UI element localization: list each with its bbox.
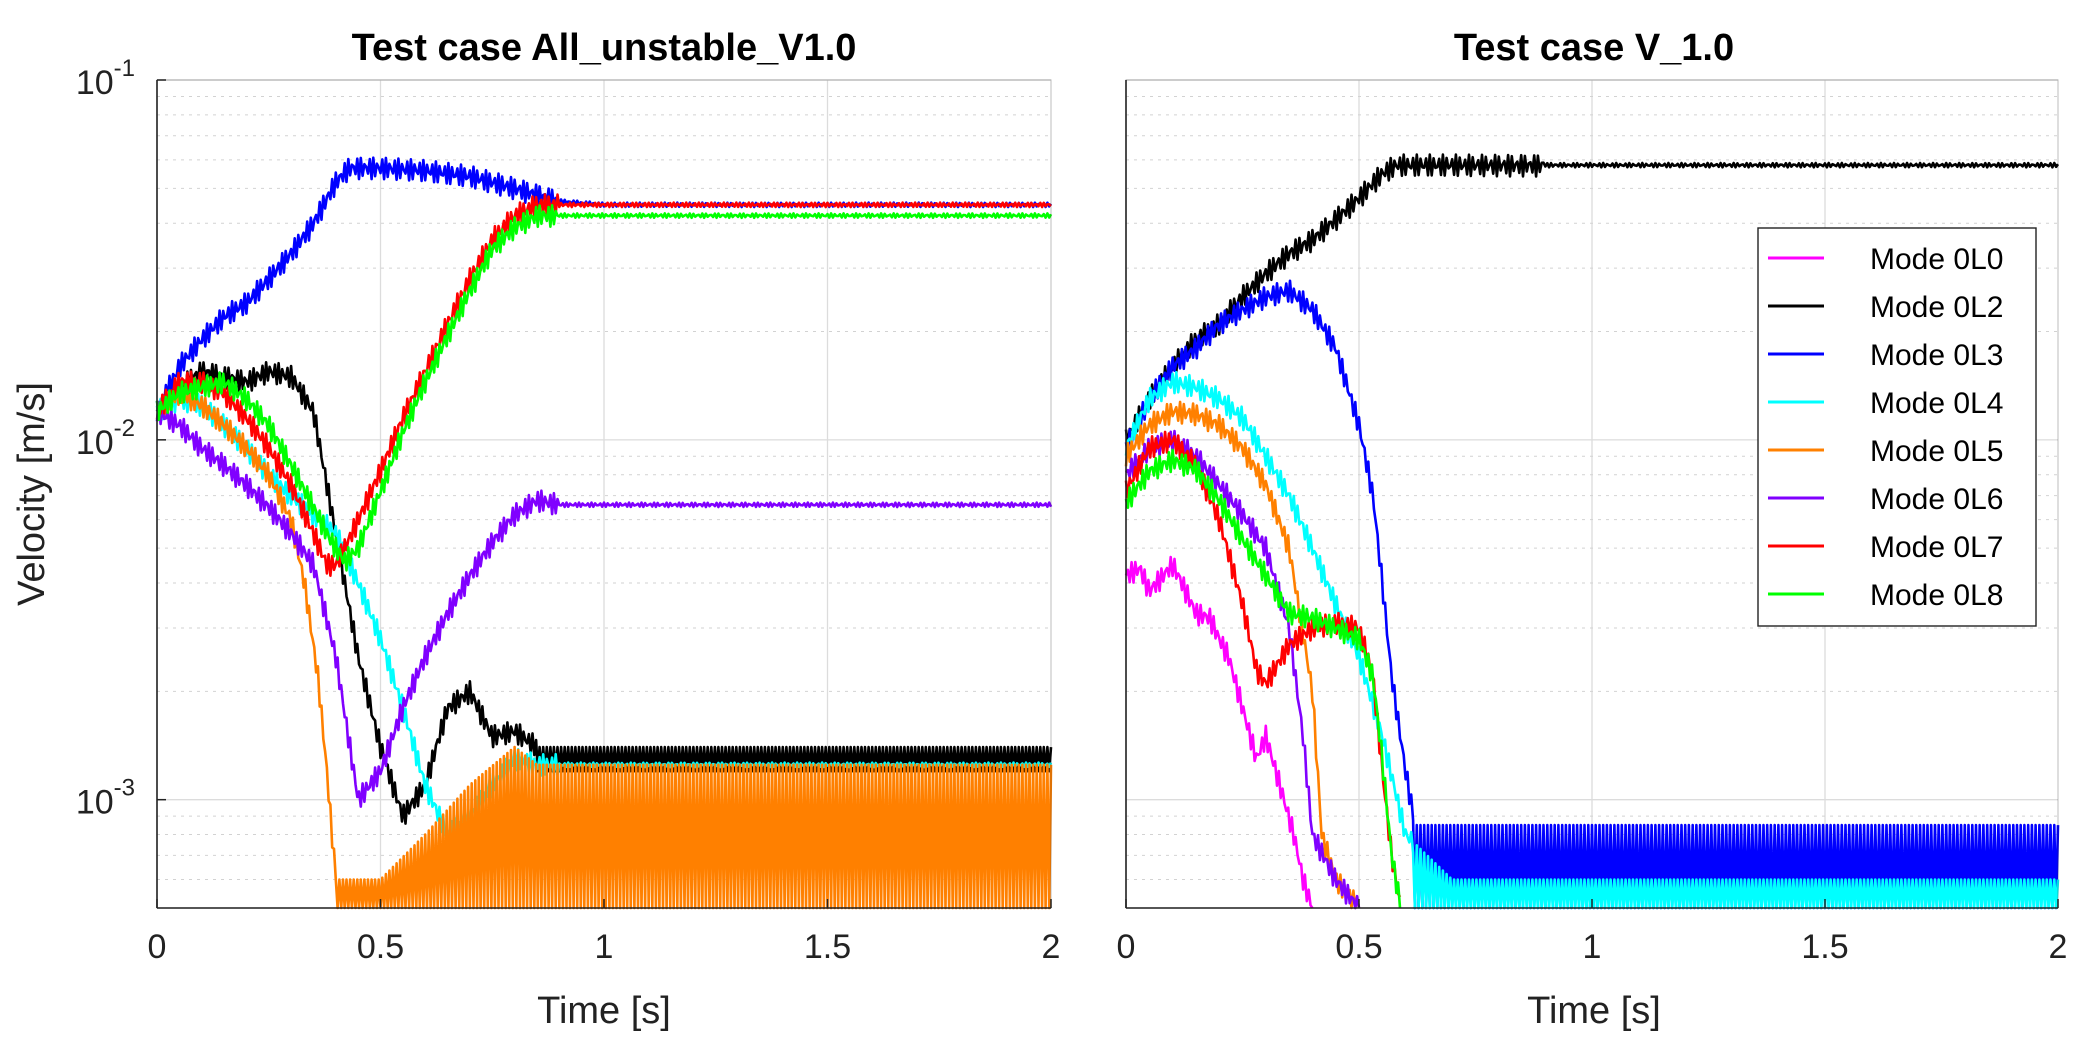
series-line-mode-0l6 <box>155 400 1053 808</box>
legend-label-mode-0l7: Mode 0L7 <box>1870 531 2003 564</box>
chart-right-series <box>1124 153 2060 910</box>
series-line-mode-0l4 <box>1124 370 2060 910</box>
chart-left: Test case All_unstable_V1.0 0 0.5 1 1.5 2 10… <box>11 27 1060 1032</box>
series-line-mode-0l7 <box>155 193 1052 577</box>
legend-box <box>1757 227 2037 627</box>
chart-left-x-ticks: 0 0.5 1 1.5 2 <box>148 899 1061 966</box>
legend-label-mode-0l8: Mode 0L8 <box>1870 579 2003 612</box>
series-line-mode-0l0 <box>1124 555 1314 909</box>
chart-right: Test case V_1.0 0 0.5 1 1.5 2 Time [s] Mode … <box>1117 27 2068 1032</box>
chart-left-y-ticks: 10-3 10-2 10-1 <box>76 55 166 822</box>
series-line-mode-0l8 <box>1124 448 1402 909</box>
x-tick-label: 1 <box>1583 928 1602 966</box>
chart-right-title: Test case V_1.0 <box>1454 27 1734 69</box>
legend-label-mode-0l5: Mode 0L5 <box>1870 435 2003 468</box>
x-tick-label: 0 <box>1117 928 1136 966</box>
y-tick-label: 10-3 <box>76 775 135 822</box>
chart-left-xlabel: Time [s] <box>537 990 671 1032</box>
x-tick-label: 1 <box>595 928 614 966</box>
chart-left-ylabel: Velocity [m/s] <box>11 382 53 606</box>
legend-label-mode-0l3: Mode 0L3 <box>1870 339 2003 372</box>
x-tick-label: 1.5 <box>1801 928 1848 966</box>
series-line-mode-0l8 <box>155 204 1053 572</box>
chart-right-legend: Mode 0L0 Mode 0L2 Mode 0L3 Mode 0L4 Mode 0L5… <box>1757 227 2037 627</box>
series-line-mode-0l5 <box>1124 400 1361 910</box>
chart-left-title: Test case All_unstable_V1.0 <box>352 27 857 69</box>
x-tick-label: 2 <box>1042 928 1061 966</box>
x-tick-label: 2 <box>2049 928 2068 966</box>
x-tick-label: 1.5 <box>804 928 851 966</box>
y-tick-label: 10-1 <box>76 55 135 102</box>
legend-label-mode-0l6: Mode 0L6 <box>1870 483 2003 516</box>
chart-right-x-ticks: 0 0.5 1 1.5 2 <box>1117 899 2068 966</box>
chart-right-xlabel: Time [s] <box>1527 990 1661 1032</box>
legend-label-mode-0l0: Mode 0L0 <box>1870 243 2003 276</box>
series-line-mode-0l5 <box>155 381 1053 910</box>
legend-label-mode-0l2: Mode 0L2 <box>1870 291 2003 324</box>
x-tick-label: 0.5 <box>357 928 404 966</box>
legend-label-mode-0l4: Mode 0L4 <box>1870 387 2003 420</box>
series-line-mode-0l2 <box>1124 153 2060 447</box>
x-tick-label: 0.5 <box>1335 928 1382 966</box>
chart-left-series <box>155 156 1053 910</box>
y-tick-label: 10-2 <box>76 415 135 462</box>
x-tick-label: 0 <box>148 928 167 966</box>
